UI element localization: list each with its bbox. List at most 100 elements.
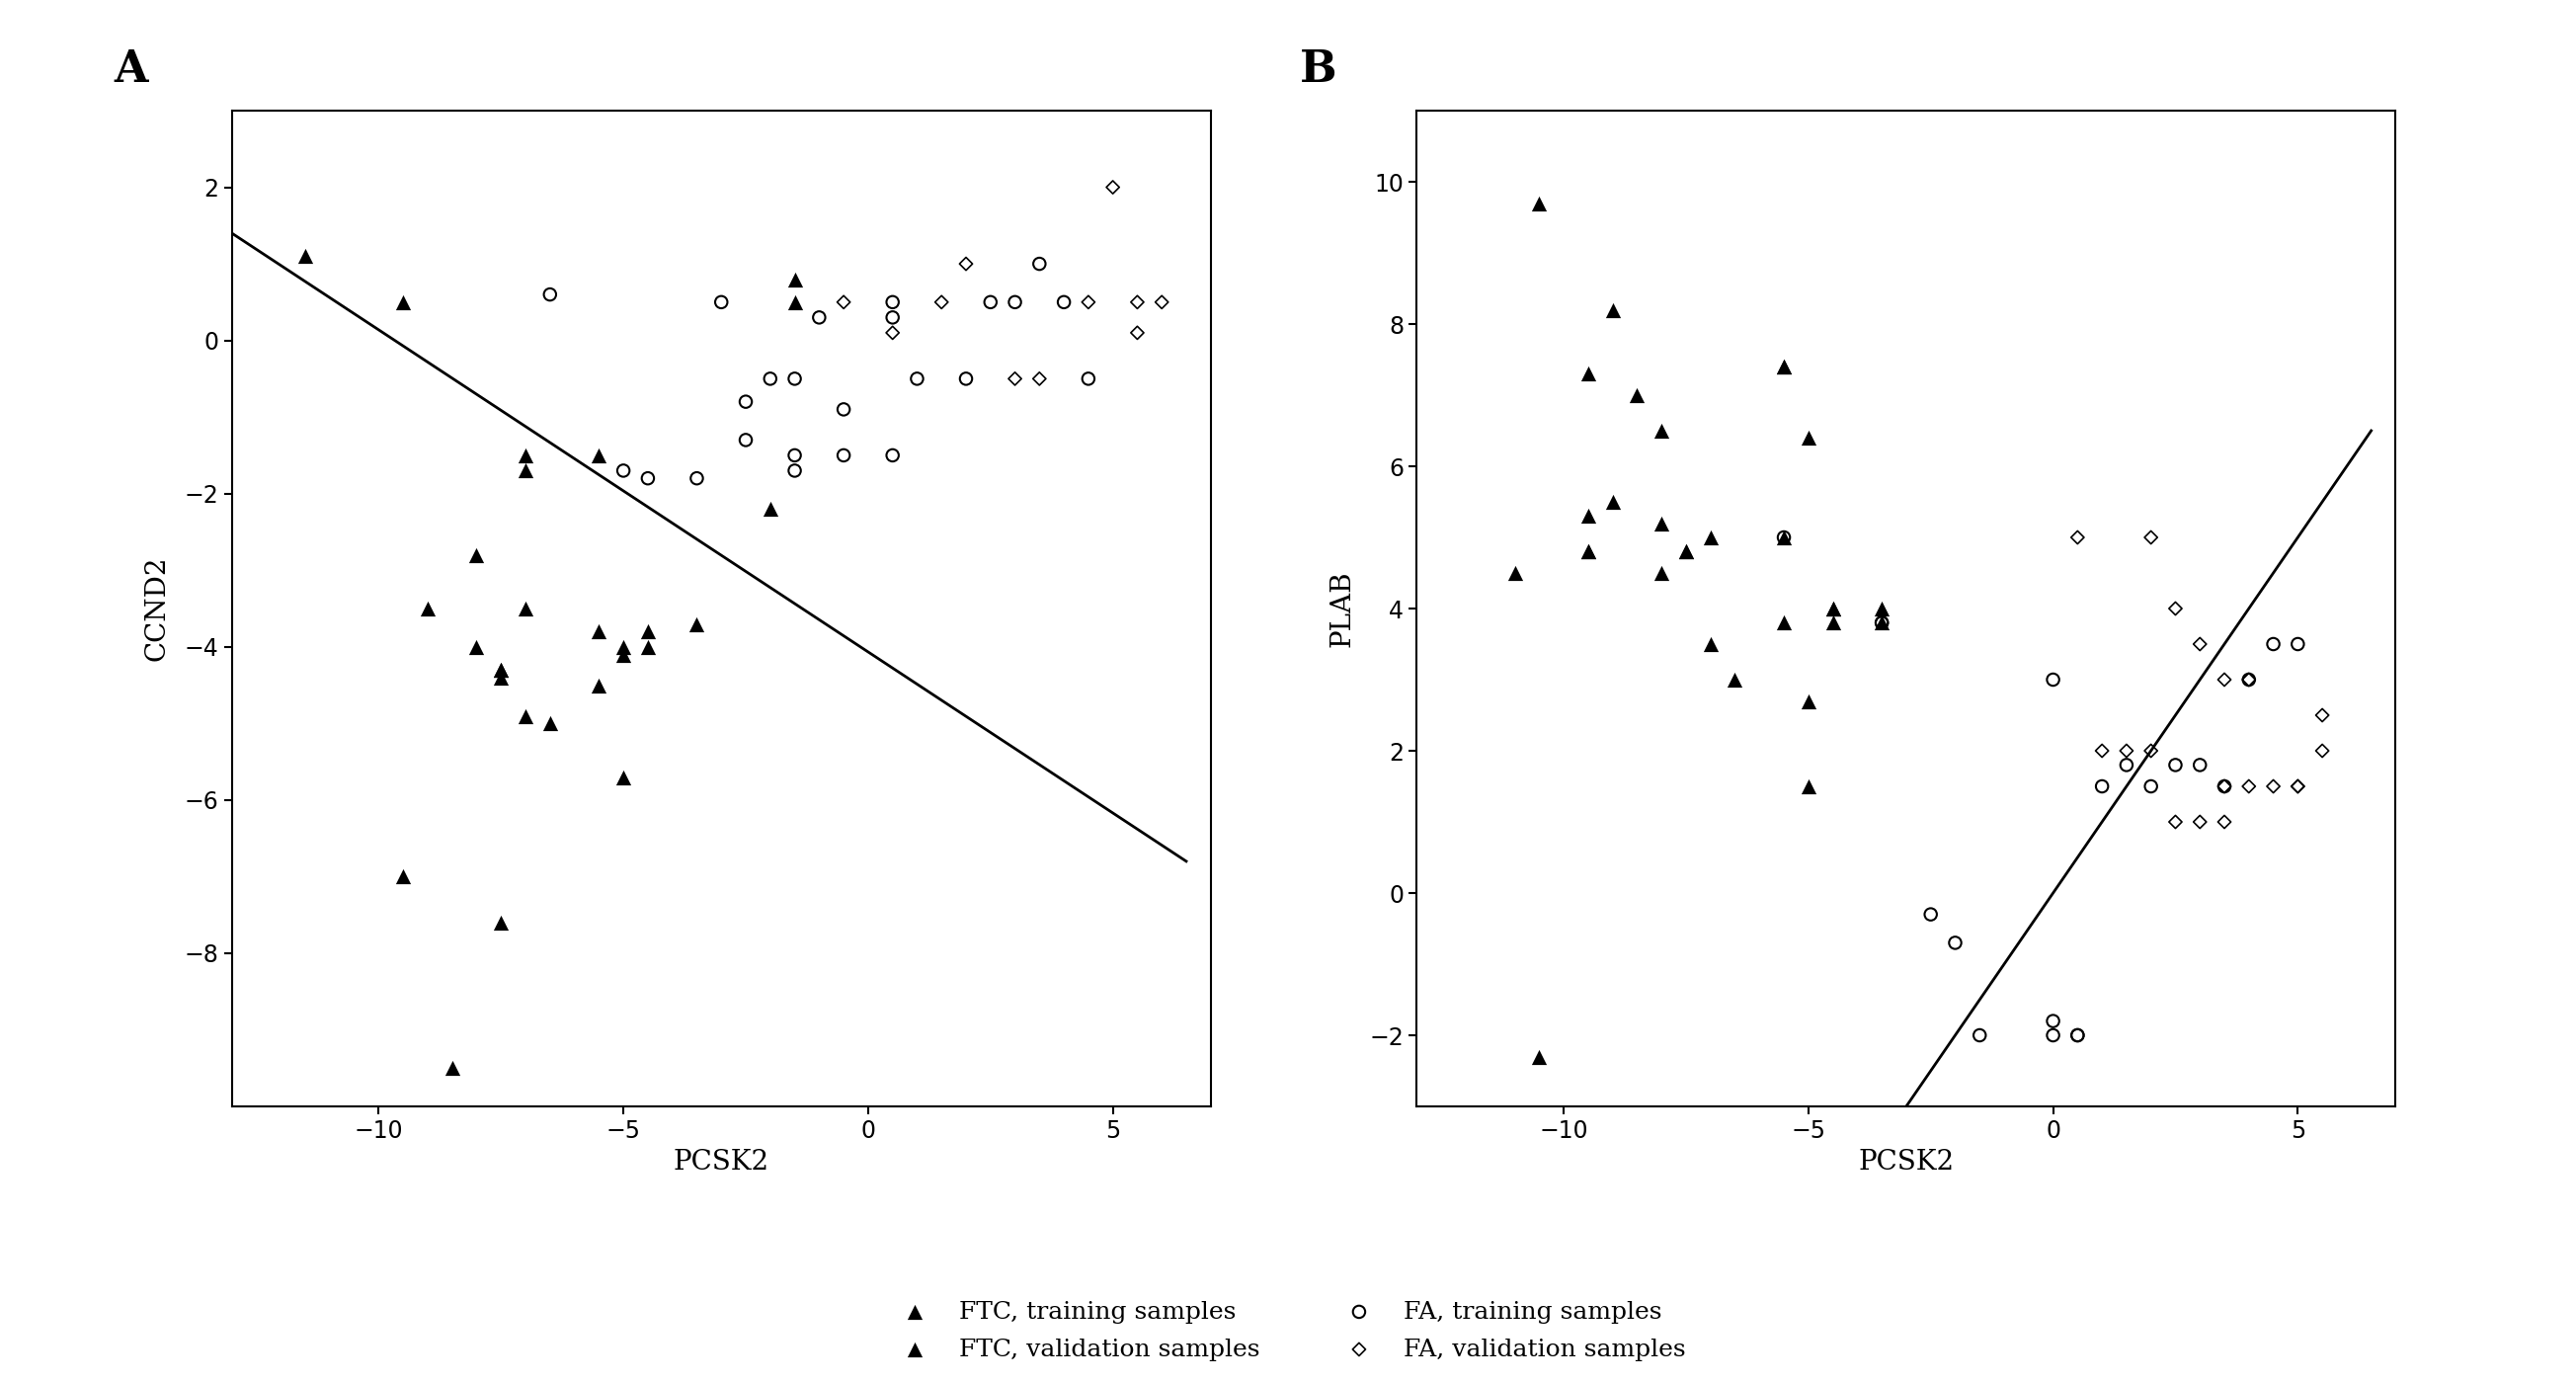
Point [824,290,866,313]
Point [2202,810,2244,833]
Point [1592,299,1633,321]
Point [531,284,572,306]
Point [1069,368,1110,390]
Point [1762,355,1803,378]
Point [1069,290,1110,313]
Point [2154,597,2195,620]
Point [286,245,327,267]
Point [629,467,670,490]
Point [2228,776,2269,798]
Point [1960,1025,2002,1047]
Point [407,597,448,620]
Point [922,290,963,313]
Point [1520,192,1561,214]
Point [775,290,817,313]
Point [969,290,1010,313]
Point [2056,1025,2097,1047]
Point [1762,355,1803,378]
Point [1641,561,1682,584]
Point [2056,527,2097,549]
Point [456,544,497,566]
Point [1690,633,1731,656]
Point [1860,597,1901,620]
Point [945,253,987,275]
Point [2154,754,2195,776]
Point [2130,527,2172,549]
Point [1494,561,1535,584]
Point [1814,597,1855,620]
X-axis label: PCSK2: PCSK2 [1857,1149,1955,1176]
Point [871,444,914,466]
Point [2179,810,2221,833]
Point [871,290,914,313]
Point [1141,290,1182,313]
Point [1667,541,1708,563]
Point [603,643,644,665]
Point [1641,419,1682,441]
Point [2303,704,2344,726]
Legend: FTC, training samples, FTC, validation samples, FA, training samples, FA, valida: FTC, training samples, FTC, validation s… [881,1290,1695,1371]
Point [775,444,817,466]
Point [1909,903,1953,925]
Point [384,290,425,313]
Point [2202,776,2244,798]
Point [726,429,768,451]
Point [2056,1025,2097,1047]
Point [2277,776,2318,798]
Point [775,268,817,290]
Point [1043,290,1084,313]
Point [1566,362,1607,384]
Point [1762,611,1803,633]
Point [675,467,716,490]
Point [1788,427,1829,449]
Point [2107,740,2148,762]
Point [1520,1046,1561,1068]
Point [1566,541,1607,563]
Point [1860,611,1901,633]
Point [2228,668,2269,690]
Point [505,444,546,466]
Point [2277,633,2318,656]
Point [1860,611,1901,633]
Point [482,667,523,689]
Point [1690,527,1731,549]
Point [2179,754,2221,776]
Point [1762,527,1803,549]
Point [2130,776,2172,798]
Point [945,368,987,390]
Point [871,307,914,329]
Point [505,597,546,620]
Point [580,621,621,643]
Point [2228,668,2269,690]
Point [1716,668,1757,690]
Point [603,459,644,481]
Point [1762,527,1803,549]
Point [675,613,716,635]
X-axis label: PCSK2: PCSK2 [672,1149,770,1176]
Point [629,636,670,658]
Point [1641,512,1682,534]
Point [701,290,742,313]
Point [1566,505,1607,527]
Point [2251,776,2293,798]
Point [384,866,425,888]
Point [2130,740,2172,762]
Point [1592,491,1633,513]
Point [482,658,523,680]
Y-axis label: PLAB: PLAB [1329,570,1355,647]
Point [824,398,866,420]
Point [603,636,644,658]
Point [1020,253,1061,275]
Point [871,322,914,344]
Point [994,290,1036,313]
Point [1788,690,1829,712]
Point [2032,668,2074,690]
Point [1618,384,1659,407]
Point [2032,1010,2074,1032]
Point [2107,754,2148,776]
Point [433,1057,474,1079]
Point [2081,740,2123,762]
Point [2277,776,2318,798]
Point [1788,776,1829,798]
Point [1092,176,1133,198]
